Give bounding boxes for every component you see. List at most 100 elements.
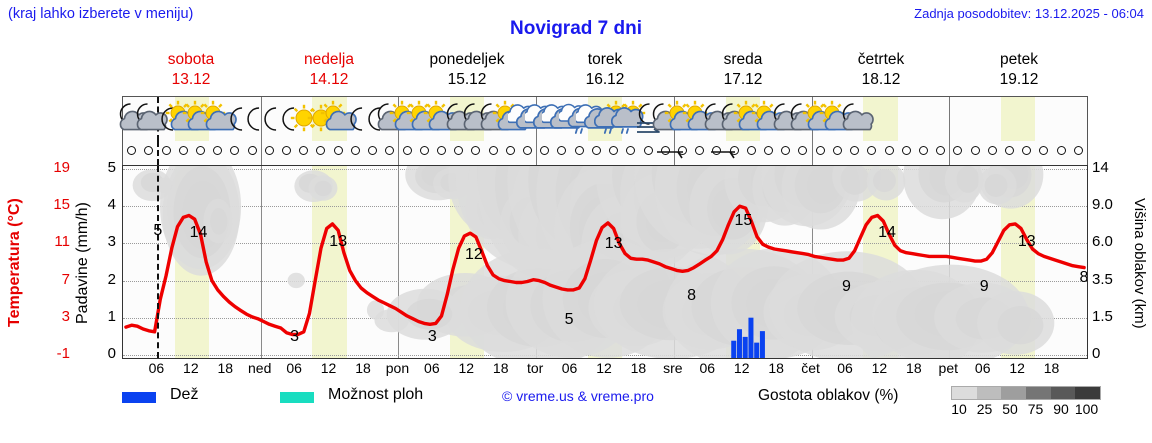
cloud-density-field <box>132 166 1055 358</box>
day-divider <box>398 166 400 358</box>
temperature-tick: 3 <box>61 307 70 325</box>
precipitation-tick: 0 <box>107 345 116 362</box>
daylight-band <box>1000 97 1036 141</box>
temperature-point-label: 12 <box>465 246 483 264</box>
cloud-density-step <box>1075 387 1101 399</box>
shower-legend-label: Možnost ploh <box>328 386 424 403</box>
day-date: 17.12 <box>723 71 763 88</box>
temperature-point-label: 14 <box>189 223 208 241</box>
weather-icon-moon <box>267 99 307 139</box>
temperature-point-label: 5 <box>564 311 574 329</box>
temperature-point-label: 9 <box>979 278 989 295</box>
temperature-tick: 11 <box>54 233 70 251</box>
cloud-density-step <box>1001 387 1027 399</box>
cloud-height-tick: 3.5 <box>1092 270 1113 288</box>
precipitation-tick: 1 <box>107 307 116 325</box>
time-label: 18 <box>768 360 784 376</box>
temperature-point-label: 3 <box>290 327 300 345</box>
cloud-density-color-scale <box>951 386 1101 400</box>
day-divider <box>949 166 951 358</box>
time-label: 18 <box>355 360 371 376</box>
day-header-četrtek: četrtek 18.12 <box>812 50 950 94</box>
time-label: 12 <box>320 360 337 376</box>
day-date: 15.12 <box>447 71 487 88</box>
time-label: 06 <box>837 360 853 376</box>
time-label: tor <box>526 360 544 376</box>
cloud-density-tick: 25 <box>976 401 993 417</box>
current-time-marker <box>157 141 160 165</box>
day-divider <box>260 141 262 165</box>
temperature-point-label: 13 <box>604 234 623 252</box>
day-name: torek <box>587 51 623 68</box>
time-label: 18 <box>1043 360 1060 376</box>
precipitation-tick: 3 <box>107 233 116 251</box>
time-label: 12 <box>183 360 199 376</box>
day-date: 13.12 <box>171 71 211 88</box>
precipitation-tick: 2 <box>107 270 116 288</box>
time-label: 06 <box>699 360 716 376</box>
day-divider <box>260 97 262 141</box>
current-time-marker <box>157 166 160 358</box>
day-header-torek: torek 16.12 <box>536 50 674 94</box>
cloud-height-axis-title: Višina oblakov (km) <box>1131 197 1148 329</box>
cloud-height-tick: 14 <box>1092 159 1109 176</box>
day-name: sobota <box>167 51 215 68</box>
time-label: 06 <box>424 360 440 376</box>
precipitation-bars <box>731 317 765 358</box>
time-label: 12 <box>871 360 888 376</box>
day-divider <box>949 97 951 141</box>
temperature-point-label: 5 <box>153 221 163 239</box>
day-divider <box>811 141 813 165</box>
temperature-tick: -1 <box>56 345 70 362</box>
cloud-density-tick: 75 <box>1027 401 1044 417</box>
location-menu-note: (kraj lahko izberete v meniju) <box>8 6 194 22</box>
copyright-link[interactable]: © vreme.us & vreme.pro <box>502 388 654 404</box>
precipitation-tick: 5 <box>107 159 116 176</box>
day-header-sobota: sobota 13.12 <box>122 50 260 94</box>
time-label: pon <box>385 360 410 376</box>
weather-icon-sun-cloud <box>318 99 358 139</box>
temperature-point-label: 8 <box>1079 269 1088 287</box>
day-header-petek: petek 19.12 <box>950 50 1088 94</box>
temperature-line <box>124 204 1086 337</box>
time-label: 18 <box>630 360 647 376</box>
cloud-height-tick: 6.0 <box>1092 233 1113 251</box>
temperature-tick: 7 <box>61 270 70 288</box>
time-label: 06 <box>286 360 302 376</box>
temperature-point-label: 13 <box>1017 232 1036 250</box>
day-divider <box>398 141 400 165</box>
temperature-tick: 19 <box>53 159 70 176</box>
time-label: čet <box>801 360 820 376</box>
cloud-height-tick: 1.5 <box>1092 307 1113 325</box>
cloud-density-step <box>952 387 977 399</box>
weather-icon-moon <box>353 99 393 139</box>
temperature-axis-title: Temperatura (°C) <box>6 198 23 327</box>
day-divider <box>260 166 262 358</box>
temperature-point-label: 13 <box>329 232 348 250</box>
day-name: petek <box>1000 51 1038 68</box>
precipitation-axis-title: Padavine (mm/h) <box>74 202 91 325</box>
temperature-point-label: 14 <box>878 223 896 241</box>
time-label: 18 <box>492 360 509 376</box>
day-divider <box>673 141 675 165</box>
day-divider <box>536 141 538 165</box>
cloud-density-legend-title: Gostota oblakov (%) <box>758 387 899 404</box>
precipitation-legend: Dež Možnost ploh © vreme.us & vreme.pro <box>122 386 742 412</box>
cloud-density-step <box>1050 387 1076 399</box>
cloud-density-legend: Gostota oblakov (%) 10 25 50 75 90 100 <box>758 384 1148 424</box>
time-label: sre <box>663 360 683 376</box>
day-name: četrtek <box>857 51 905 68</box>
precipitation-tick: 4 <box>107 196 116 214</box>
weather-icon-moon <box>249 99 289 139</box>
weather-icon-moon <box>335 99 375 139</box>
shower-color-swatch <box>280 392 314 403</box>
temperature-tick: 15 <box>53 196 70 214</box>
wind-barb-shaft <box>656 150 685 162</box>
time-label: 12 <box>1009 360 1025 376</box>
time-label: 12 <box>733 360 750 376</box>
weather-icon-sun-cloud <box>198 99 238 139</box>
weather-icon-moon-cloud <box>129 99 169 139</box>
cloud-density-scale-labels: 10 25 50 75 90 100 <box>946 401 1111 419</box>
cloud-density-step <box>1026 387 1051 399</box>
day-date: 18.12 <box>861 71 901 88</box>
